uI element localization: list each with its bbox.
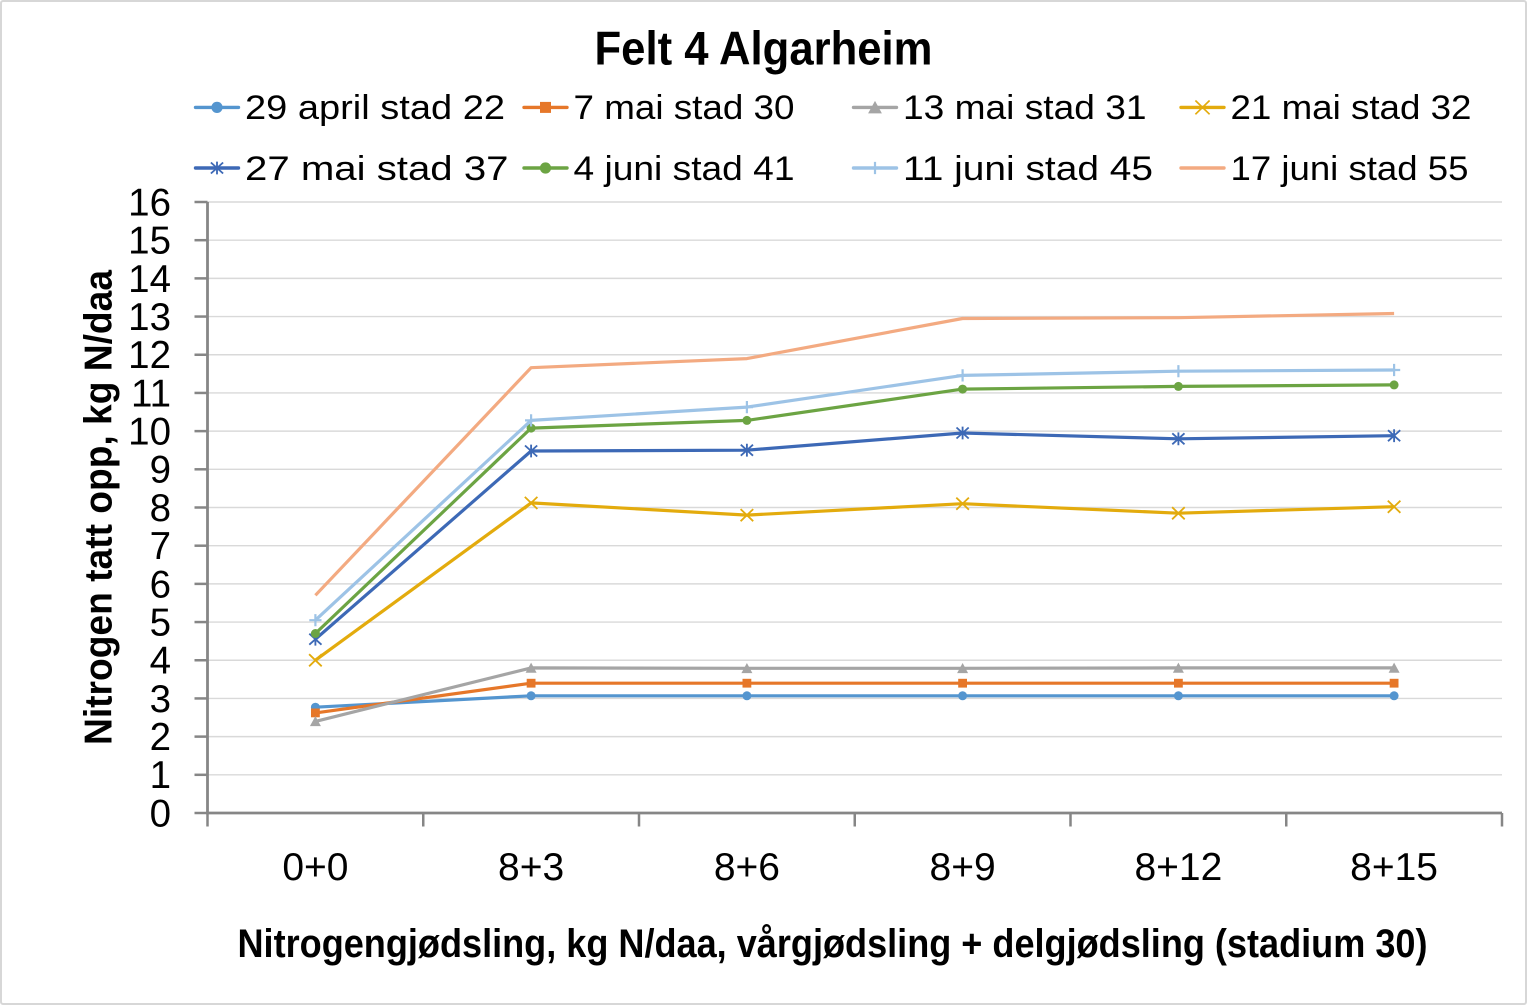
svg-text:7: 7 <box>150 525 171 568</box>
svg-text:29 april stad 22: 29 april stad 22 <box>245 89 505 127</box>
svg-text:5: 5 <box>150 602 171 645</box>
svg-text:13 mai stad 31: 13 mai stad 31 <box>903 89 1147 127</box>
svg-text:9: 9 <box>150 449 171 492</box>
svg-text:11: 11 <box>131 372 171 415</box>
svg-text:21 mai stad 32: 21 mai stad 32 <box>1231 89 1472 127</box>
svg-text:Felt 4 Algarheim: Felt 4 Algarheim <box>595 22 933 75</box>
svg-text:Nitrogengjødsling, kg N/daa, v: Nitrogengjødsling, kg N/daa, vårgjødslin… <box>238 922 1428 966</box>
svg-text:4: 4 <box>150 640 171 683</box>
svg-text:15: 15 <box>128 220 171 263</box>
svg-text:17 juni stad 55: 17 juni stad 55 <box>1231 150 1469 188</box>
svg-text:27 mai stad 37: 27 mai stad 37 <box>245 150 509 188</box>
svg-text:8: 8 <box>150 487 171 530</box>
svg-text:14: 14 <box>128 258 171 301</box>
svg-text:0+0: 0+0 <box>282 846 348 889</box>
svg-text:3: 3 <box>150 678 171 721</box>
svg-text:16: 16 <box>128 181 171 224</box>
svg-text:4 juni stad 41: 4 juni stad 41 <box>574 150 795 188</box>
svg-text:Nitrogen tatt opp, kg N/daa: Nitrogen tatt opp, kg N/daa <box>78 270 121 745</box>
svg-text:8+15: 8+15 <box>1350 846 1438 889</box>
svg-text:8+12: 8+12 <box>1134 846 1222 889</box>
svg-text:6: 6 <box>150 563 171 606</box>
svg-text:8+3: 8+3 <box>498 846 564 889</box>
svg-text:8+6: 8+6 <box>714 846 780 889</box>
svg-text:1: 1 <box>150 754 171 797</box>
svg-text:7 mai stad 30: 7 mai stad 30 <box>574 89 795 127</box>
svg-text:10: 10 <box>128 411 171 454</box>
svg-text:2: 2 <box>150 716 171 759</box>
svg-text:13: 13 <box>128 296 171 339</box>
svg-text:11 juni stad 45: 11 juni stad 45 <box>903 150 1153 188</box>
svg-text:0: 0 <box>150 792 171 835</box>
svg-text:8+9: 8+9 <box>930 846 996 889</box>
svg-text:12: 12 <box>128 334 171 377</box>
